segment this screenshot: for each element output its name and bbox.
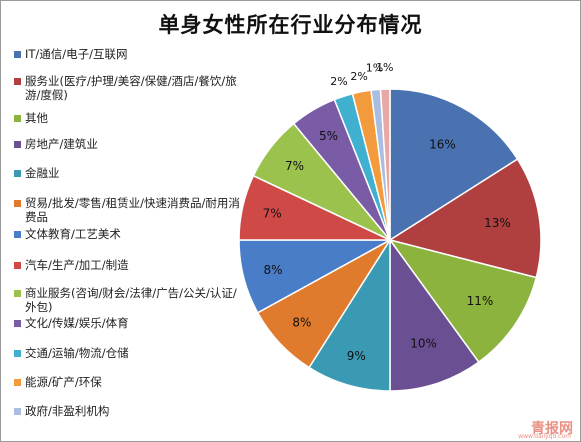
legend-swatch <box>14 51 21 58</box>
slice-percent-label: 5% <box>319 129 338 143</box>
slice-percent-label: 13% <box>484 216 511 230</box>
legend-label: 政府/非盈利机构 <box>25 404 110 418</box>
legend-label: 能源/矿产/环保 <box>25 375 102 389</box>
legend-label: 其他 <box>25 111 48 125</box>
slice-percent-label: 1% <box>366 62 383 75</box>
legend-label: 文体教育/工艺美术 <box>25 227 121 241</box>
slice-percent-label: 2% <box>350 70 367 83</box>
legend-swatch <box>14 170 21 177</box>
legend-swatch <box>14 141 21 148</box>
legend-swatch <box>14 231 21 238</box>
slice-percent-label: 7% <box>263 207 282 221</box>
pie-slice <box>389 88 519 242</box>
slice-percent-label: 1% <box>376 61 393 74</box>
slice-percent-label: 7% <box>285 159 304 173</box>
legend-label: 房地产/建筑业 <box>25 137 98 151</box>
legend-swatch <box>14 290 21 297</box>
legend-swatch <box>14 379 21 386</box>
pie-slice <box>388 238 538 364</box>
pie-slice <box>308 237 391 392</box>
slice-percent-label: 8% <box>263 263 282 277</box>
slice-percent-label: 9% <box>347 349 366 363</box>
pie-slice <box>389 237 480 392</box>
legend-swatch <box>14 115 21 122</box>
legend-label: 服务业(医疗/护理/美容/保健/酒店/餐饮/旅游/度假) <box>25 74 237 102</box>
slice-percent-label: 11% <box>467 294 494 308</box>
legend-swatch <box>14 262 21 269</box>
pie-slice <box>388 158 542 279</box>
chart-legend: IT/通信/电子/互联网服务业(医疗/护理/美容/保健/酒店/餐饮/旅游/度假)… <box>0 0 240 442</box>
legend-swatch <box>14 408 21 415</box>
legend-label: 贸易/批发/零售/租赁业/快速消费品/耐用消费品 <box>25 196 240 224</box>
watermark-url: www.dailyqd.com <box>518 433 571 440</box>
legend-label: 汽车/生产/加工/制造 <box>25 258 129 272</box>
watermark-logo: 青报网 <box>531 421 573 437</box>
legend-swatch <box>14 320 21 327</box>
legend-label: 交通/运输/物流/仓储 <box>25 346 129 360</box>
slice-percent-label: 10% <box>410 336 437 350</box>
slice-percent-label: 8% <box>292 316 311 330</box>
slice-percent-label: 2% <box>330 75 347 88</box>
pie-slice <box>379 88 391 241</box>
legend-label: IT/通信/电子/互联网 <box>25 47 128 61</box>
legend-swatch <box>14 200 21 207</box>
legend-label: 文化/传媒/娱乐/体育 <box>25 316 129 330</box>
legend-swatch <box>14 78 21 85</box>
legend-label: 金融业 <box>25 166 60 180</box>
legend-swatch <box>14 350 21 357</box>
legend-label: 商业服务(咨询/财会/法律/广告/公关/认证/外包) <box>25 286 237 314</box>
chart-title: 单身女性所在行业分布情况 <box>158 13 423 37</box>
slice-percent-label: 16% <box>429 138 456 152</box>
